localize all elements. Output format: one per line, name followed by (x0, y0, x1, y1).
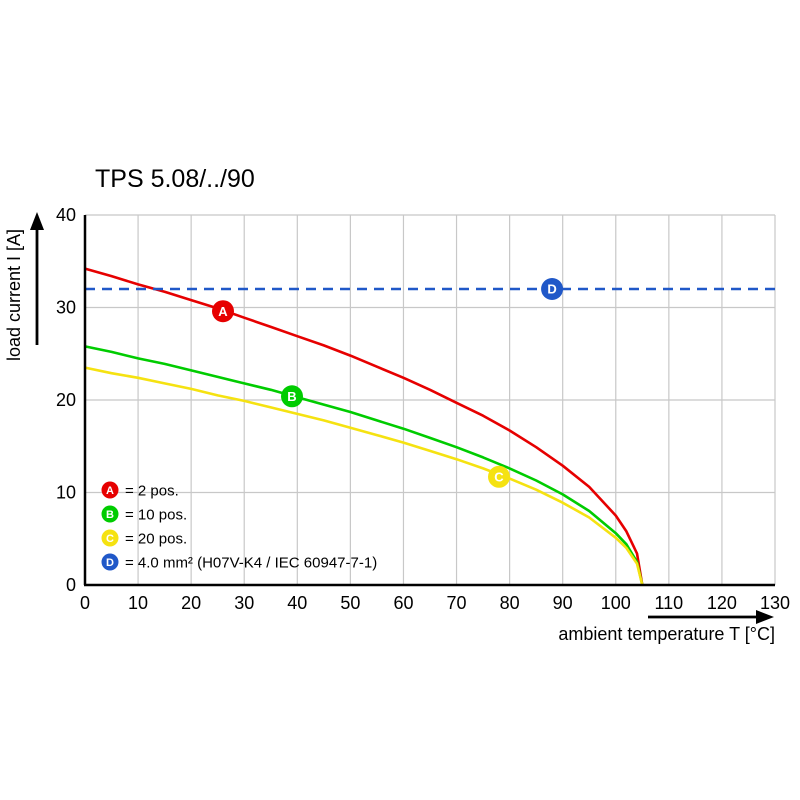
legend-swatch (101, 529, 119, 547)
legend: A = 2 pos. B = 10 pos. C = 20 pos. D = 4.0 mm² … (101, 481, 377, 572)
y-tick-label: 0 (66, 575, 76, 595)
legend-swatch-letter: B (106, 509, 114, 521)
legend-swatch (101, 505, 119, 523)
x-tick-label: 130 (760, 593, 790, 613)
y-axis-label: load current I [A] (4, 229, 24, 361)
y-tick-label: 30 (56, 298, 76, 318)
legend-item-label: = 2 pos. (125, 483, 179, 500)
x-tick-label: 10 (128, 593, 148, 613)
x-tick-label: 20 (181, 593, 201, 613)
x-tick-label: 100 (601, 593, 631, 613)
x-tick-label: 40 (287, 593, 307, 613)
marker-circle (541, 278, 564, 300)
legend-swatch (101, 481, 119, 499)
x-axis-arrow-head (756, 610, 774, 624)
marker-circle (212, 300, 234, 323)
series-C-marker: C (488, 465, 510, 488)
x-tick-label: 60 (393, 593, 413, 613)
y-tick-label: 10 (56, 483, 76, 503)
series-A-curve (84, 267, 644, 586)
chart-title: TPS 5.08/../90 (95, 165, 255, 193)
axis-arrows (30, 212, 774, 624)
x-tick-label: 50 (340, 593, 360, 613)
x-tick-label: 0 (80, 593, 90, 613)
tick-labels: 0 10 20 30 40 50 60 70 80 90 100 110 120 130 0 10 20 30 40 (56, 205, 790, 613)
legend-item-label: = 20 pos. (125, 531, 187, 548)
y-tick-label: 20 (56, 390, 76, 410)
legend-item-D: D = 4.0 mm² (H07V-K4 / IEC 60947-7-1) (101, 553, 377, 572)
grid (85, 214, 776, 585)
x-tick-label: 120 (707, 593, 737, 613)
axes (83, 215, 775, 587)
series-markers: A B C D (212, 278, 564, 488)
legend-swatch (101, 553, 119, 571)
x-axis-label: ambient temperature T [°C] (558, 624, 775, 644)
series-B-curve (84, 345, 644, 586)
legend-item-label: = 4.0 mm² (H07V-K4 / IEC 60947-7-1) (125, 555, 377, 572)
legend-swatch-letter: A (106, 485, 114, 497)
legend-swatch-letter: C (106, 533, 114, 545)
series-B-marker: B (281, 385, 303, 408)
y-tick-label: 40 (56, 205, 76, 225)
marker-letter: A (218, 304, 228, 319)
legend-item-label: = 10 pos. (125, 507, 187, 524)
legend-item-B: B = 10 pos. (101, 505, 187, 524)
x-tick-label: 90 (553, 593, 573, 613)
series-C-curve (84, 366, 644, 586)
curves (84, 267, 775, 586)
legend-item-A: A = 2 pos. (101, 481, 179, 500)
marker-letter: C (494, 469, 504, 484)
series-A-marker: A (212, 300, 234, 323)
series-D-marker: D (541, 278, 564, 300)
marker-letter: B (287, 389, 296, 404)
legend-swatch-letter: D (106, 557, 114, 569)
marker-circle (488, 465, 510, 488)
y-axis-arrow-head (30, 212, 44, 230)
x-tick-label: 30 (234, 593, 254, 613)
x-tick-label: 70 (447, 593, 467, 613)
x-tick-label: 80 (500, 593, 520, 613)
legend-item-C: C = 20 pos. (101, 529, 187, 548)
marker-letter: D (547, 282, 556, 297)
x-tick-label: 110 (654, 593, 683, 613)
marker-circle (281, 385, 303, 408)
